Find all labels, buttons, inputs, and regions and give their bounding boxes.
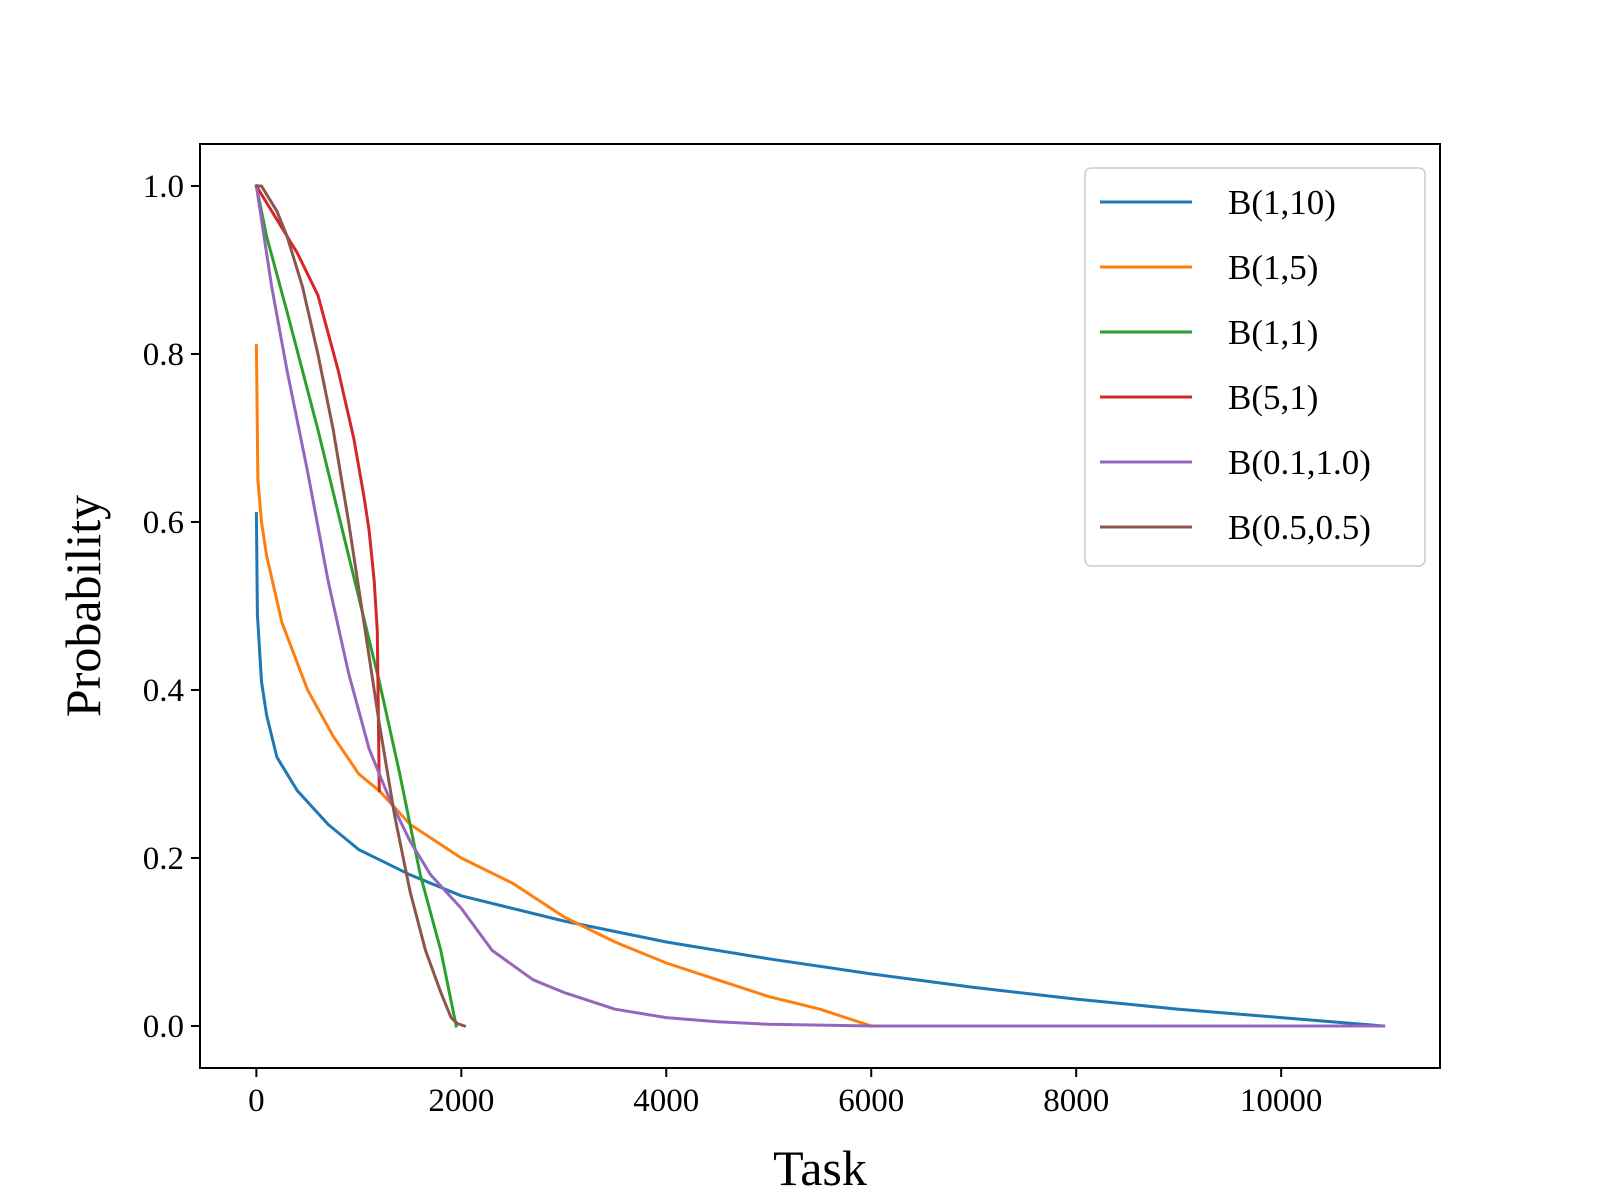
y-tick-label: 1.0 bbox=[143, 169, 184, 205]
legend-label-5: B(0.5,0.5) bbox=[1228, 508, 1371, 547]
legend-label-2: B(1,1) bbox=[1228, 313, 1318, 352]
legend-label-3: B(5,1) bbox=[1228, 378, 1318, 417]
y-tick-label: 0.6 bbox=[143, 505, 184, 541]
y-tick-label: 0.0 bbox=[143, 1009, 184, 1045]
series-layer bbox=[254, 183, 1386, 1028]
legend-label-0: B(1,10) bbox=[1228, 183, 1336, 222]
x-tick-label: 10000 bbox=[1240, 1083, 1323, 1119]
x-tick-label: 4000 bbox=[633, 1083, 699, 1119]
x-tick-label: 2000 bbox=[428, 1083, 494, 1119]
series-line-5 bbox=[254, 184, 467, 1028]
series-line-4 bbox=[254, 184, 1386, 1028]
y-axis: 0.0 0.2 0.4 0.6 0.8 1.0 bbox=[143, 169, 200, 1045]
x-axis-label: Task bbox=[773, 1140, 867, 1196]
legend: B(1,10) B(1,5) B(1,1) B(5,1) B(0.1,1.0) B(0.5… bbox=[1084, 167, 1426, 567]
legend-label-4: B(0.1,1.0) bbox=[1228, 443, 1371, 482]
y-tick-label: 0.4 bbox=[143, 673, 184, 709]
x-axis: 0 2000 4000 6000 8000 10000 bbox=[248, 1068, 1322, 1119]
legend-box bbox=[1084, 167, 1426, 567]
y-tick-label: 0.8 bbox=[143, 337, 184, 373]
y-tick-label: 0.2 bbox=[143, 841, 184, 877]
plot-frame bbox=[199, 143, 1441, 1069]
x-tick-label: 6000 bbox=[838, 1083, 904, 1119]
x-tick-label: 0 bbox=[248, 1083, 265, 1119]
y-axis-label: Probability bbox=[55, 495, 111, 717]
series-line-0 bbox=[254, 512, 1386, 1028]
legend-label-1: B(1,5) bbox=[1228, 248, 1318, 287]
x-tick-label: 8000 bbox=[1043, 1083, 1109, 1119]
series-line-3 bbox=[254, 183, 381, 793]
